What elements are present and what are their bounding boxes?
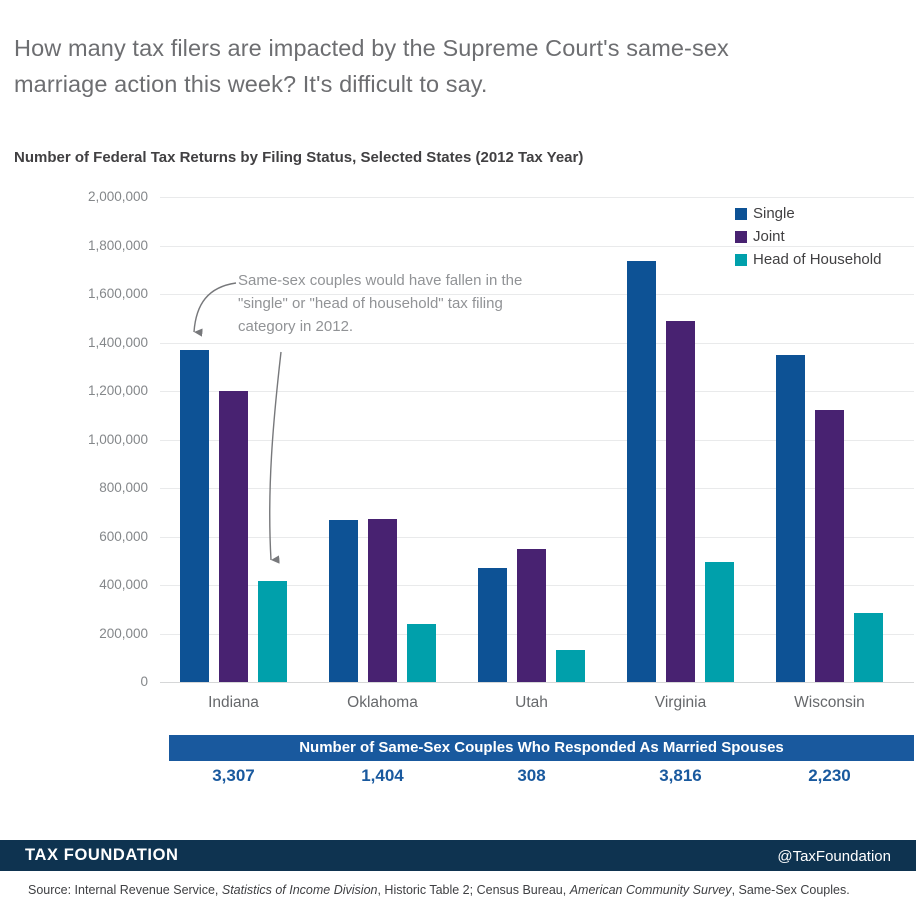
gridline <box>160 245 914 247</box>
bar-wisconsin-single <box>776 354 805 682</box>
y-axis-label: 2,000,000 <box>87 189 148 204</box>
gridline <box>160 439 914 441</box>
y-axis-label: 1,400,000 <box>87 334 148 350</box>
legend-label-head-of-household: Head of Household <box>753 251 882 268</box>
y-axis-label: 200,000 <box>99 625 148 641</box>
twitter-handle: @TaxFoundation <box>777 848 891 865</box>
gridline <box>160 342 914 344</box>
footer-bar <box>0 840 916 871</box>
bar-indiana-head-of-household <box>258 581 287 682</box>
x-axis-line <box>160 682 914 683</box>
legend-swatch-head-of-household <box>735 254 747 266</box>
y-axis-label: 400,000 <box>99 577 148 592</box>
source-segment: Source: Internal Revenue Service, <box>28 883 222 897</box>
y-axis-label: 600,000 <box>99 528 148 544</box>
bar-oklahoma-joint <box>368 519 397 682</box>
source-segment: , Historic Table 2; Census Bureau, <box>377 883 570 897</box>
bar-utah-joint <box>517 549 546 682</box>
legend-swatch-single <box>735 208 747 220</box>
y-axis-label: 1,000,000 <box>87 431 148 447</box>
annotation-arrow-icon <box>193 282 282 564</box>
bar-indiana-single <box>180 349 209 682</box>
bar-virginia-single <box>627 261 656 682</box>
table-value-utah: 308 <box>517 766 546 785</box>
bar-utah-single <box>478 567 507 682</box>
gridline <box>160 536 914 538</box>
table-value-virginia: 3,816 <box>659 766 702 785</box>
table-header: Number of Same-Sex Couples Who Responded… <box>169 735 914 761</box>
legend-label-single: Single <box>753 205 795 222</box>
legend-swatch-joint <box>735 231 747 243</box>
x-axis-label-wisconsin: Wisconsin <box>794 694 865 711</box>
y-axis-label: 800,000 <box>99 480 148 495</box>
chart-title: Number of Federal Tax Returns by Filing … <box>14 149 584 166</box>
y-axis-label: 1,800,000 <box>87 237 148 253</box>
brand-logo: TAX FOUNDATION <box>25 846 179 864</box>
y-axis-label: 1,600,000 <box>87 286 148 301</box>
chart-annotation: Same-sex couples would have fallen in th… <box>238 272 523 335</box>
bar-wisconsin-joint <box>815 410 844 682</box>
x-axis-label-virginia: Virginia <box>654 694 707 711</box>
gridline <box>160 488 914 489</box>
bar-virginia-head-of-household <box>705 561 734 682</box>
bar-indiana-joint <box>219 391 248 682</box>
x-axis-label-indiana: Indiana <box>208 694 259 711</box>
bar-virginia-joint <box>666 320 695 682</box>
source-segment-italic: Statistics of Income Division <box>221 883 378 897</box>
x-axis-label-oklahoma: Oklahoma <box>347 694 418 711</box>
y-axis-label: 1,200,000 <box>87 383 148 398</box>
y-axis-label: 0 <box>140 674 148 689</box>
bar-utah-head-of-household <box>556 650 585 682</box>
table-value-indiana: 3,307 <box>212 766 255 785</box>
bar-oklahoma-single <box>329 519 358 682</box>
source-segment: , Same-Sex Couples. <box>731 883 850 897</box>
source-segment-italic: American Community Survey <box>569 883 732 897</box>
legend-label-joint: Joint <box>753 228 785 245</box>
source-line: Source: Internal Revenue Service, Statis… <box>28 883 908 897</box>
gridline <box>160 294 914 295</box>
x-axis-label-utah: Utah <box>515 694 548 711</box>
table-value-oklahoma: 1,404 <box>361 766 404 785</box>
bar-wisconsin-head-of-household <box>854 612 883 682</box>
bar-oklahoma-head-of-household <box>407 623 436 682</box>
table-value-wisconsin: 2,230 <box>808 766 851 785</box>
page-title: How many tax filers are impacted by the … <box>14 35 729 98</box>
gridline <box>160 391 914 392</box>
gridline <box>160 197 914 198</box>
